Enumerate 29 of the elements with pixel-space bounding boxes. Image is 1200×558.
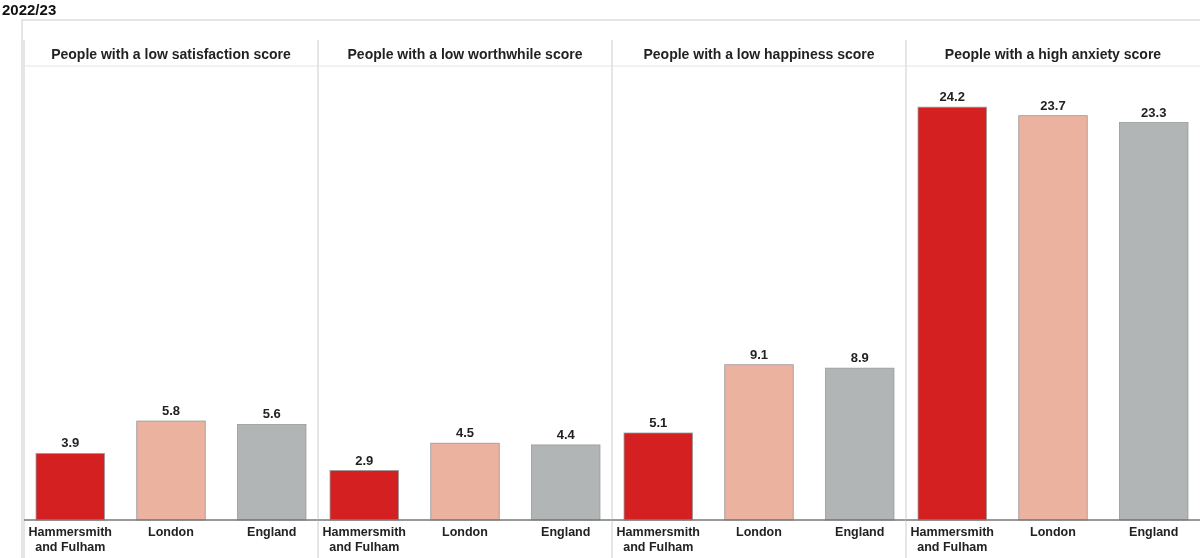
data-label: 2.9 <box>355 452 374 468</box>
x-tick-label: Hammersmith and Fulham <box>28 525 112 554</box>
data-label: 5.6 <box>262 406 281 422</box>
chart-title: People with a low happiness score <box>643 46 875 62</box>
data-label: 4.5 <box>455 425 475 441</box>
x-tick-label: England <box>247 525 297 539</box>
data-label: 8.9 <box>850 350 869 366</box>
x-tick-label: London <box>148 525 194 539</box>
data-label: 24.2 <box>939 89 965 105</box>
x-tick-label: England <box>1129 525 1179 539</box>
data-label: 5.8 <box>161 403 181 419</box>
x-tick-label: England <box>835 525 885 539</box>
data-label: 5.1 <box>649 415 668 430</box>
data-label: 23.3 <box>1141 104 1167 120</box>
x-tick-label: Hammersmith and Fulham <box>616 525 700 554</box>
text: 2022/23 <box>2 1 57 18</box>
chart-title: People with a high anxiety score <box>944 46 1162 62</box>
x-tick-label: England <box>541 525 591 539</box>
data-label: 3.9 <box>61 435 80 451</box>
chart-title: People with a low satisfaction score <box>51 46 292 62</box>
x-tick-label: Hammersmith and Fulham <box>322 525 406 554</box>
data-label: 23.7 <box>1040 97 1066 113</box>
x-tick-label: London <box>1030 525 1076 539</box>
chart-title: People with a low worthwhile score <box>347 46 583 62</box>
x-tick-label: London <box>442 525 488 539</box>
x-tick-label: Hammersmith and Fulham <box>910 525 994 554</box>
data-label: 4.4 <box>556 426 576 442</box>
data-label: 9.1 <box>749 346 769 362</box>
x-tick-label: London <box>736 525 782 539</box>
